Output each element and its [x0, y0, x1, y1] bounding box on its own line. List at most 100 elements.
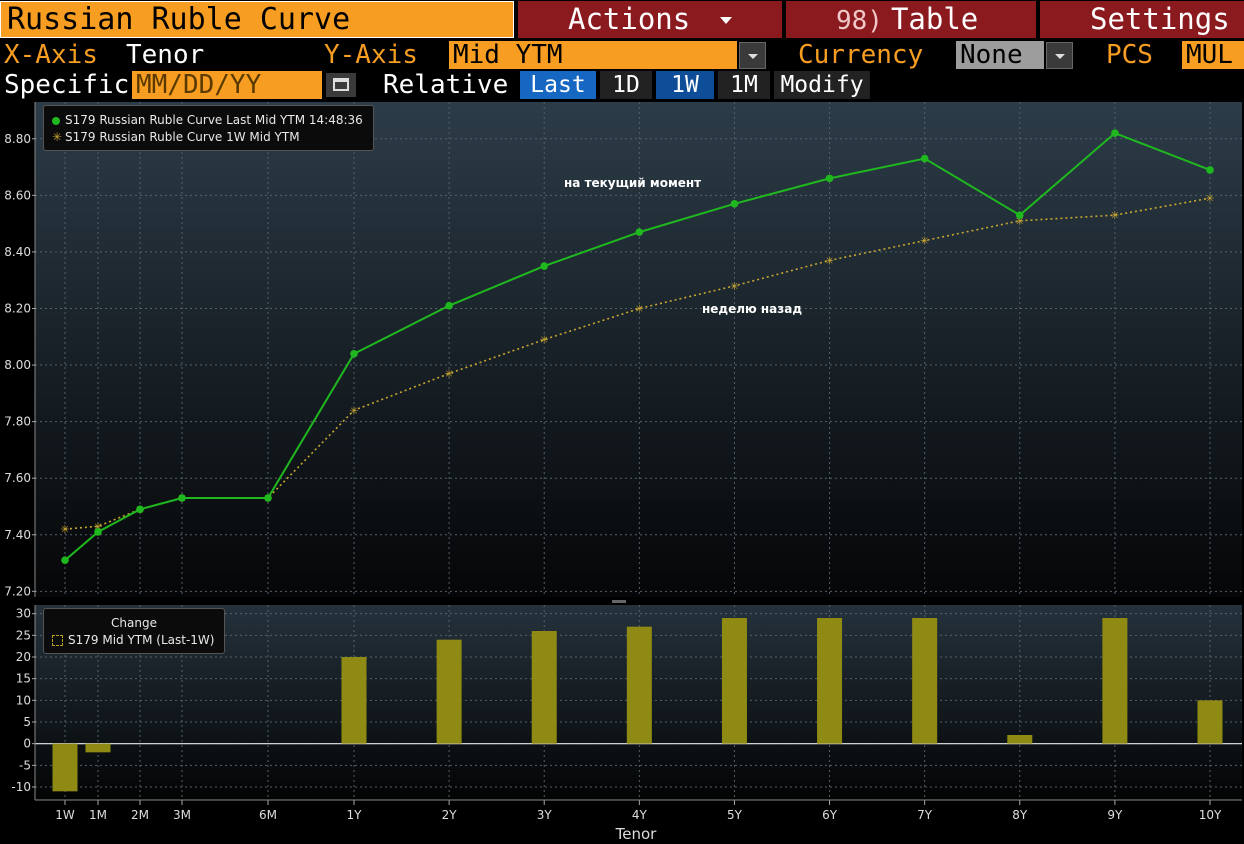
x-axis: 1W 1M 2M 3M 6M 1Y 2Y 3Y 4Y 5Y 6Y 7Y 8Y 9Y 10Y [35, 799, 1242, 822]
specific-date-input[interactable]: MM/DD/YY [132, 71, 322, 99]
y-tick-label: -5 [19, 758, 31, 772]
series-1w-point: ✳ [93, 520, 102, 533]
y-tick-label: 20 [16, 650, 31, 664]
x-tick-label: 4Y [632, 808, 648, 822]
x-tick-label: 10Y [1199, 808, 1222, 822]
series-1w-point: ✳ [1110, 209, 1119, 222]
settings-label: Settings [1090, 2, 1230, 36]
curve-lines: ✳✳✳✳✳✳✳✳✳✳✳✳✳✳✳ [60, 129, 1215, 565]
legend-item-1w: ✳ S179 Russian Ruble Curve 1W Mid YTM [52, 129, 365, 146]
legend-last-label: S179 Russian Ruble Curve Last Mid YTM 14… [65, 113, 363, 127]
y-tick-label: 30 [16, 607, 31, 621]
chevron-down-icon [1054, 53, 1065, 59]
relative-label: Relative [383, 70, 509, 100]
table-label: Table [890, 2, 979, 36]
series-last-point [94, 528, 102, 536]
series-1w-point: ✳ [1015, 215, 1024, 228]
x-tick-label: 2Y [442, 808, 458, 822]
series-last-point [1206, 166, 1214, 174]
y-tick-label: 8.00 [4, 358, 31, 372]
series-last-point [61, 556, 69, 565]
yield-curve-chart[interactable]: ✳✳✳✳✳✳✳✳✳✳✳✳✳✳✳ 7.207.407.607.808.008.20… [0, 100, 1244, 844]
bar-swatch-icon [52, 635, 63, 646]
upper-y-axis: 7.20 7.40 7.60 7.80 8.00 8.20 8.40 8.60 8.80 [4, 102, 36, 598]
currency-dropdown[interactable]: None [956, 41, 1044, 69]
change-legend-header: Change [111, 616, 157, 630]
y-tick-label: -10 [11, 780, 31, 794]
series-1w-point: ✳ [635, 302, 644, 315]
change-bar [1102, 618, 1128, 744]
tab-1m[interactable]: 1M [718, 71, 770, 99]
y-axis-dropdown-button[interactable] [739, 42, 766, 69]
x-tick-label: 9Y [1107, 808, 1123, 822]
series-last-point [540, 262, 549, 270]
tab-1d[interactable]: 1D [600, 71, 652, 99]
modify-button[interactable]: Modify [774, 71, 870, 99]
curve-title-field[interactable]: Russian Ruble Curve [0, 1, 514, 38]
pcs-label: PCS [1106, 40, 1153, 70]
y-tick-label: 7.60 [4, 471, 31, 485]
series-1w-point: ✳ [60, 523, 69, 536]
series-1w-point: ✳ [920, 235, 929, 248]
calendar-button[interactable] [326, 73, 356, 97]
y-tick-label: 8.60 [4, 188, 31, 202]
change-bar [912, 618, 938, 744]
series-last-point [264, 494, 272, 502]
change-bar [531, 631, 557, 744]
y-tick-label: 7.20 [4, 584, 31, 598]
legend-change-label: S179 Mid YTM (Last-1W) [68, 633, 215, 647]
series-last-point [730, 200, 739, 208]
change-bar [436, 639, 462, 744]
change-bar [1197, 700, 1223, 744]
change-bar [341, 657, 367, 744]
series-1w-line [64, 197, 1211, 530]
series-last-point [920, 154, 929, 163]
y-tick-label: 8.40 [4, 245, 31, 259]
series-1w-point: ✳ [825, 254, 834, 267]
table-button[interactable]: 98) Table [786, 1, 1036, 38]
series-last-point [178, 494, 186, 502]
change-bar [626, 626, 652, 744]
lower-grid [35, 605, 1242, 800]
annotation-week-ago: неделю назад [702, 302, 803, 316]
specific-label: Specific [4, 70, 130, 100]
chevron-down-icon [747, 53, 758, 59]
x-tick-label: 6M [259, 808, 277, 822]
change-bar [52, 743, 78, 792]
y-tick-label: 15 [16, 672, 31, 686]
x-tick-label: 3Y [537, 808, 553, 822]
calendar-icon [333, 78, 349, 91]
y-tick-label: 7.40 [4, 528, 31, 542]
legend-1w-label: S179 Russian Ruble Curve 1W Mid YTM [65, 130, 300, 144]
series-1w-point: ✳ [445, 368, 454, 381]
y-axis-dropdown[interactable]: Mid YTM [449, 41, 737, 69]
date-settings-row: Specific MM/DD/YY Relative Last 1D 1W 1M… [0, 70, 1244, 100]
change-legend: Change S179 Mid YTM (Last-1W) [43, 608, 225, 654]
y-tick-label: 7.80 [4, 415, 31, 429]
pane-divider-handle[interactable] [612, 600, 626, 603]
x-tick-label: 3M [173, 808, 191, 822]
upper-plot-background [35, 102, 1242, 597]
series-last-point [136, 505, 144, 514]
x-axis-label: X-Axis [4, 40, 98, 70]
y-axis-label: Y-Axis [324, 40, 418, 70]
tab-last[interactable]: Last [520, 71, 596, 99]
settings-button[interactable]: Settings [1040, 1, 1244, 38]
series-1w-point: ✳ [730, 280, 739, 293]
x-tick-label: 5Y [727, 808, 743, 822]
tab-1w[interactable]: 1W [656, 71, 714, 99]
actions-menu-button[interactable]: Actions [518, 1, 782, 38]
annotation-now: на текущий момент [564, 176, 702, 190]
pcs-field[interactable]: MUL [1182, 41, 1244, 69]
x-axis-value[interactable]: Tenor [126, 40, 205, 70]
series-1w-point: ✳ [540, 334, 549, 347]
x-axis-title: Tenor [615, 825, 658, 843]
currency-dropdown-button[interactable] [1046, 42, 1073, 69]
series-last-point [350, 349, 358, 358]
curve-legend: S179 Russian Ruble Curve Last Mid YTM 14… [43, 105, 374, 151]
table-shortcut-number: 98) [836, 6, 883, 36]
axis-settings-row: X-Axis Tenor Y-Axis Mid YTM Currency Non… [0, 40, 1244, 70]
legend-item-last: S179 Russian Ruble Curve Last Mid YTM 14… [52, 112, 365, 129]
y-tick-label: 25 [16, 628, 31, 642]
currency-label: Currency [798, 40, 924, 70]
